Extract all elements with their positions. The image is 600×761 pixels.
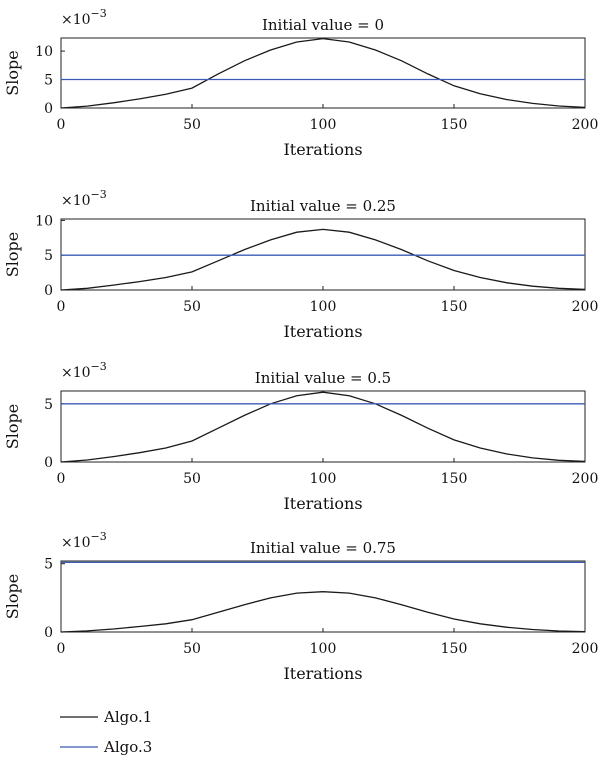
axis-multiplier: ×10−3: [61, 530, 107, 551]
x-tick-label: 0: [57, 641, 66, 657]
plot-frame: [60, 37, 586, 109]
y-tick-label: 0: [44, 455, 53, 471]
y-tick-label: 5: [44, 73, 53, 89]
x-tick-label: 150: [441, 471, 468, 487]
plot-frame: [60, 390, 586, 463]
y-axis-label: Slope: [3, 574, 22, 619]
x-tick-label: 0: [57, 471, 66, 487]
chart-panel-3: 0 50 100 150 200 0 5 Initial value = 0.5 ×10−3 It…: [3, 360, 598, 513]
x-tick-label: 150: [441, 641, 468, 657]
x-tick-label: 200: [572, 117, 599, 133]
axis-multiplier: ×10−3: [61, 7, 107, 28]
series-line-algo1: [60, 37, 586, 109]
axis-multiplier: ×10−3: [61, 360, 107, 381]
chart-title: Initial value = 0: [262, 16, 384, 34]
y-tick-label: 5: [44, 557, 53, 573]
y-axis-label: Slope: [3, 232, 22, 277]
plot-frame: [60, 560, 586, 633]
x-axis-label: Iterations: [283, 494, 362, 513]
y-tick-label: 10: [35, 44, 53, 60]
chart-panel-2: 0 50 100 150 200 0 5 10 Initial value = 0.25 ×10−…: [3, 188, 598, 341]
x-axis-label: Iterations: [283, 664, 362, 683]
x-tick-label: 150: [441, 117, 468, 133]
chart-panel-4: 0 50 100 150 200 0 5 Initial value = 0.75 ×10−3 I…: [3, 530, 598, 683]
series-line-algo1: [60, 228, 586, 291]
y-tick-label: 0: [44, 625, 53, 641]
x-tick-label: 50: [183, 641, 201, 657]
chart-title: Initial value = 0.75: [250, 539, 396, 557]
y-tick-label: 0: [44, 101, 53, 117]
x-tick-label: 50: [183, 471, 201, 487]
chart-title: Initial value = 0.25: [250, 197, 396, 215]
x-tick-label: 200: [572, 641, 599, 657]
chart-panel-1: 0 50 100 150 200 0 5 10 Initial value = 0 ×10−3 It…: [3, 7, 598, 159]
x-tick-label: 100: [310, 117, 337, 133]
legend-label-algo1: Algo.1: [103, 708, 152, 726]
series-line-algo1: [60, 591, 586, 633]
x-tick-label: 0: [57, 299, 66, 315]
y-tick-label: 5: [44, 397, 53, 413]
x-tick-label: 200: [572, 471, 599, 487]
x-axis-label: Iterations: [283, 322, 362, 341]
axis-multiplier: ×10−3: [61, 188, 107, 209]
x-tick-label: 0: [57, 117, 66, 133]
y-axis-label: Slope: [3, 50, 22, 95]
x-tick-label: 50: [183, 299, 201, 315]
y-tick-label: 0: [44, 283, 53, 299]
x-tick-label: 100: [310, 471, 337, 487]
x-tick-label: 100: [310, 641, 337, 657]
x-tick-label: 200: [572, 299, 599, 315]
legend: Algo.1 Algo.3: [60, 708, 152, 756]
legend-label-algo3: Algo.3: [103, 738, 152, 756]
x-tick-label: 50: [183, 117, 201, 133]
y-tick-label: 10: [35, 213, 53, 229]
x-tick-label: 150: [441, 299, 468, 315]
y-tick-label: 5: [44, 248, 53, 264]
x-tick-label: 100: [310, 299, 337, 315]
series-line-algo1: [60, 391, 586, 463]
x-axis-label: Iterations: [283, 140, 362, 159]
y-axis-label: Slope: [3, 404, 22, 449]
chart-title: Initial value = 0.5: [255, 369, 391, 387]
